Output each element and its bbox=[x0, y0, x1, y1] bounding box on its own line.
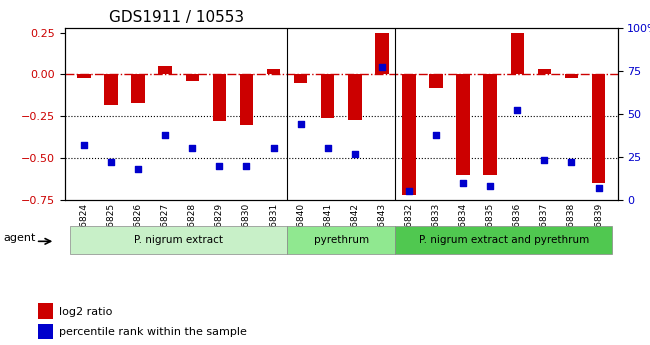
Bar bbox=[429, 75, 443, 88]
Bar bbox=[456, 75, 470, 175]
Bar bbox=[104, 75, 118, 105]
Point bbox=[133, 166, 143, 172]
Bar bbox=[240, 75, 254, 125]
Bar bbox=[484, 75, 497, 175]
Bar bbox=[213, 75, 226, 121]
FancyBboxPatch shape bbox=[287, 226, 395, 254]
Text: pyrethrum: pyrethrum bbox=[314, 235, 369, 245]
Point bbox=[512, 108, 523, 113]
Point bbox=[295, 121, 306, 127]
Point bbox=[404, 189, 414, 194]
Bar bbox=[38, 324, 53, 339]
Bar bbox=[592, 75, 605, 183]
Text: P. nigrum extract and pyrethrum: P. nigrum extract and pyrethrum bbox=[419, 235, 589, 245]
Point bbox=[187, 146, 198, 151]
Point bbox=[106, 159, 116, 165]
Point bbox=[241, 163, 252, 168]
Text: log2 ratio: log2 ratio bbox=[59, 306, 112, 316]
Text: percentile rank within the sample: percentile rank within the sample bbox=[59, 327, 247, 337]
Bar bbox=[131, 75, 145, 103]
FancyBboxPatch shape bbox=[395, 226, 612, 254]
Bar bbox=[375, 33, 389, 75]
Bar bbox=[348, 75, 361, 120]
Text: agent: agent bbox=[3, 233, 36, 243]
Bar bbox=[510, 33, 524, 75]
FancyBboxPatch shape bbox=[70, 226, 287, 254]
Point bbox=[214, 163, 225, 168]
Bar bbox=[38, 304, 53, 319]
Bar bbox=[402, 75, 416, 195]
Bar bbox=[538, 69, 551, 75]
Point bbox=[322, 146, 333, 151]
Text: P. nigrum extract: P. nigrum extract bbox=[135, 235, 223, 245]
Point bbox=[268, 146, 279, 151]
Point bbox=[160, 132, 170, 137]
Bar bbox=[321, 75, 335, 118]
Bar bbox=[77, 75, 91, 78]
Bar bbox=[159, 66, 172, 75]
Bar bbox=[185, 75, 199, 81]
Bar bbox=[294, 75, 307, 83]
Point bbox=[566, 159, 577, 165]
Point bbox=[485, 184, 495, 189]
Text: GDS1911 / 10553: GDS1911 / 10553 bbox=[109, 10, 244, 25]
Bar bbox=[565, 75, 578, 78]
Bar bbox=[266, 69, 280, 75]
Point bbox=[593, 185, 604, 191]
Point bbox=[540, 158, 550, 163]
Point bbox=[458, 180, 468, 186]
Point bbox=[377, 65, 387, 70]
Point bbox=[79, 142, 89, 148]
Point bbox=[431, 132, 441, 137]
Point bbox=[350, 151, 360, 156]
